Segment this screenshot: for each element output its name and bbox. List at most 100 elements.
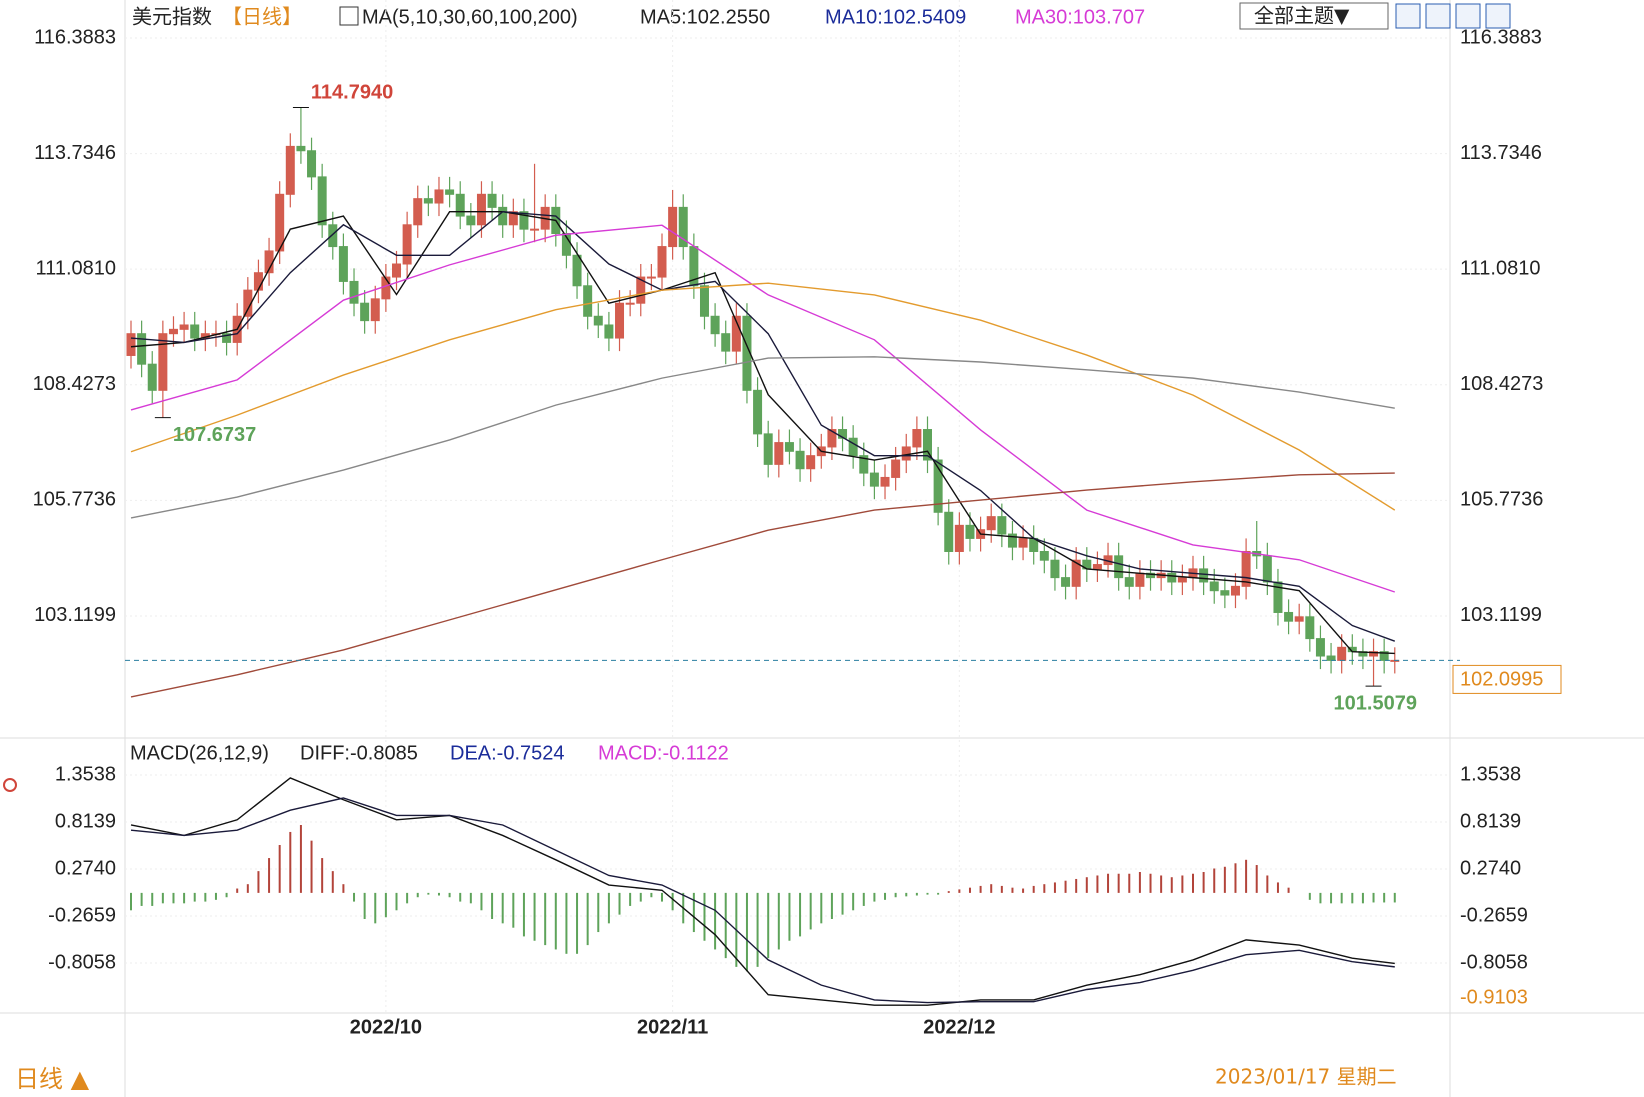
x-tick-label: 2022/11 [637,1016,708,1038]
cursor-value: -0.9103 [1460,986,1528,1008]
y-tick-label: 0.2740 [55,857,116,879]
candle-body [1177,577,1187,583]
y-tick-label-right: 113.7346 [1460,142,1542,164]
candle-body [349,280,359,304]
y-tick-label: -0.2659 [48,904,116,926]
tool-button[interactable] [1395,3,1421,29]
ma-line [130,224,1396,593]
y-tick-label-right: -0.8058 [1460,951,1528,973]
candle-body [423,198,433,204]
candle-body [933,459,943,513]
theme-label[interactable]: 全部主题▼ [1254,4,1350,28]
dea-label: DEA:-0.7524 [450,742,565,764]
last-price-label: 102.0995 [1460,669,1543,691]
candle-body [763,433,773,465]
candle-body [657,246,667,278]
ma5-legend: MA5:102.2550 [640,6,770,28]
candle-body [615,302,625,339]
y-tick-label-right: 108.4273 [1460,373,1543,395]
y-tick-label: 113.7346 [34,142,116,164]
ma-line [130,282,1396,511]
candle-body [954,524,964,552]
candle-body [731,315,741,352]
candle-body [806,455,816,470]
toolbar [1395,3,1511,29]
tool-button[interactable] [1455,3,1481,29]
candle-body [1092,564,1102,570]
candle-body [519,211,529,230]
candle-body [487,193,497,208]
extreme-label: 114.7940 [311,82,393,104]
candle-body [1061,577,1071,587]
ma-line [130,472,1395,698]
candle-body [923,429,932,461]
candle-body [1284,611,1294,622]
candle-body [1199,568,1209,583]
candle-body [190,324,200,339]
macd-title: MACD(26,12,9) [130,742,269,764]
ma-icon [339,6,359,26]
candle-body [455,193,465,217]
y-tick-label-right: 103.1199 [1460,604,1542,626]
candle-body [338,246,348,282]
candle-body [434,189,444,204]
x-tick-label: 2022/12 [923,1016,995,1038]
candle-body [1124,577,1134,587]
candle-body [583,285,593,317]
candle-body [891,459,901,478]
candle-body [753,389,763,435]
y-tick-label: 1.3538 [55,763,116,785]
candle-body [285,145,295,195]
ma-line [130,777,1395,1006]
candle-body [1315,638,1325,657]
ma10-legend: MA10:102.5409 [825,6,966,28]
y-tick-label: 111.0810 [36,257,116,279]
y-tick-label-right: -0.2659 [1460,904,1528,926]
candle-body [392,263,401,278]
period: 【日线】 [222,5,302,29]
y-tick-label-right: 111.0810 [1460,257,1540,279]
tool-button[interactable] [1485,3,1511,29]
candle-body [1369,651,1379,657]
macd-label: MACD:-0.1122 [598,742,729,764]
y-tick-label-right: 116.3883 [1460,26,1542,48]
cursor-date: 2023/01/17 星期二 [1215,1065,1397,1089]
candle-body [445,189,455,195]
candle-body [179,324,189,330]
candle-body [869,472,879,487]
theme-button[interactable] [1239,2,1389,30]
candle-body [827,429,837,448]
candle-body [636,276,646,304]
candle-body [275,193,285,252]
candle-body [1114,555,1124,579]
y-tick-label-right: 105.7736 [1460,489,1543,511]
ma-legend: MA(5,10,30,60,100,200) [362,6,578,28]
candle-body [317,176,327,226]
candle-body [997,516,1007,535]
tool-button[interactable] [1425,3,1451,29]
candle-body [1167,572,1177,583]
candle-body [328,224,338,248]
period-switch[interactable]: 日线 ▲ [15,1065,90,1093]
candle-body [1241,550,1251,587]
candle-body [1050,559,1060,579]
candle-body [1230,585,1240,596]
candle-body [880,476,890,487]
ma30-legend: MA30:103.707 [1015,6,1145,28]
candle-body [795,450,805,470]
ma-line [130,211,1395,655]
candle-body [668,206,678,248]
extreme-label: 107.6737 [173,424,256,446]
y-tick-label: 108.4273 [33,373,116,395]
candle-body [137,333,147,365]
candle-body [1071,559,1081,587]
candle-body [1220,590,1230,596]
candle-body [710,315,720,335]
y-tick-label-right: 0.8139 [1460,810,1521,832]
candle-body [742,315,752,391]
candle-body [625,302,635,305]
candle-body [253,272,263,291]
extreme-label: 101.5079 [1334,692,1417,714]
